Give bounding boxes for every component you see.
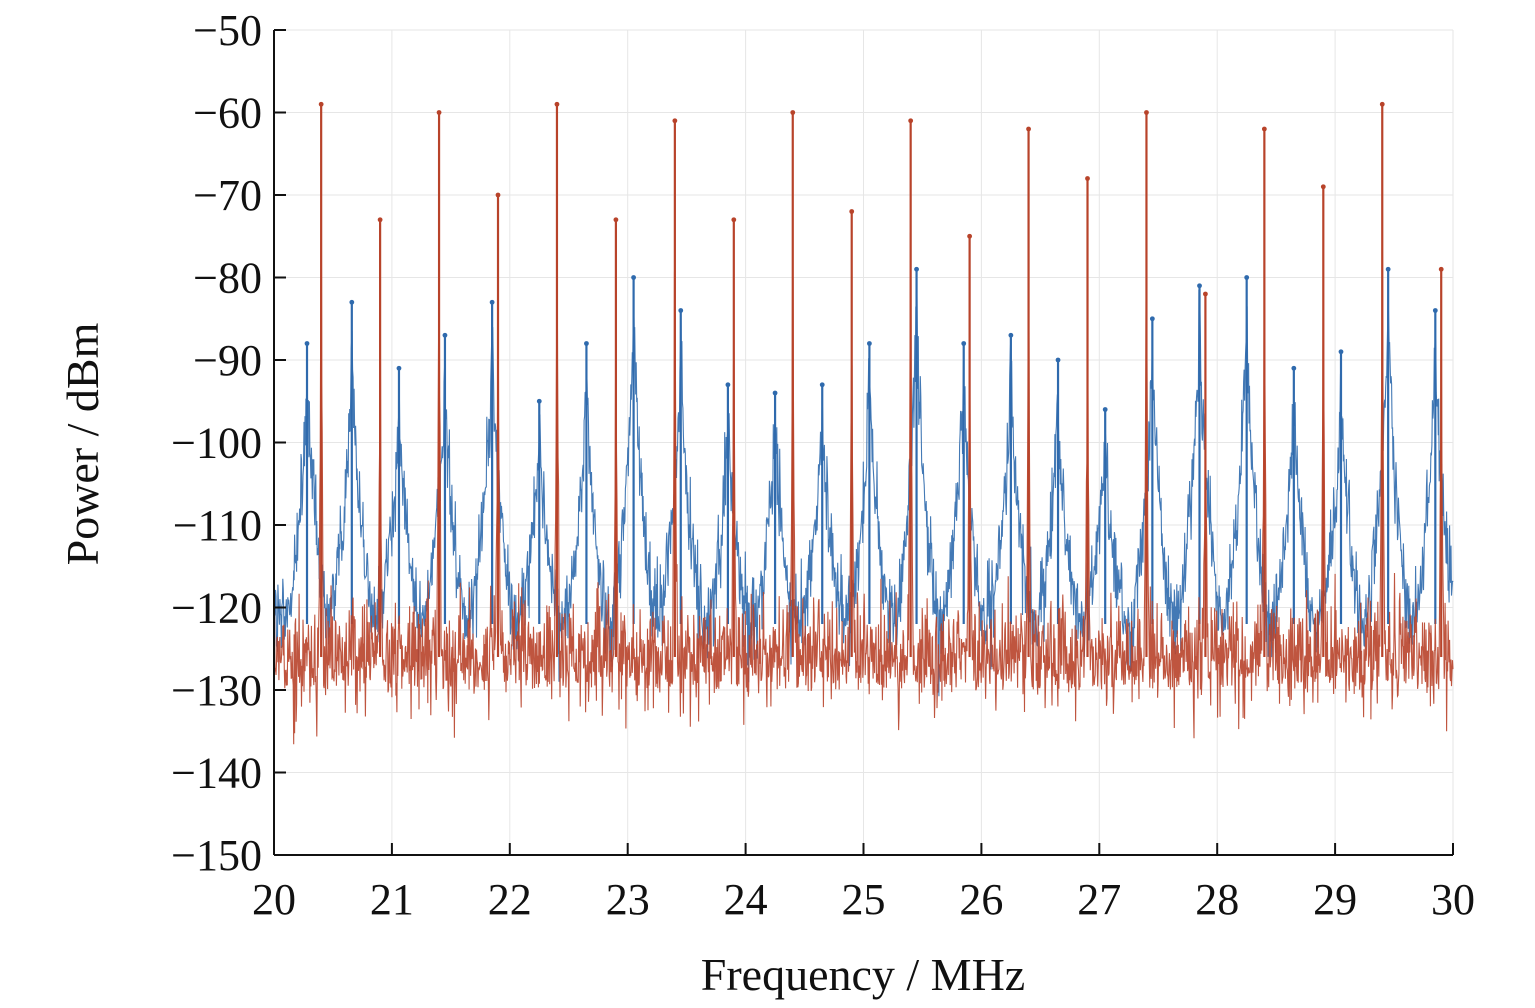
series-1-peak-point-13 xyxy=(1085,176,1090,181)
x-tick-label-9: 29 xyxy=(1313,875,1357,924)
series-0-peak-point-22 xyxy=(1338,349,1344,355)
series-1-peak-point-6 xyxy=(672,118,678,124)
series-0-peak-point-23 xyxy=(1385,266,1391,272)
y-tick-labels: −150 −140 −130 −120 −110 −100 −90 −80 −70 −60 −50 xyxy=(171,6,262,880)
series-0-peak-point-2 xyxy=(396,365,402,371)
x-tick-label-10: 30 xyxy=(1431,875,1475,924)
series-1 xyxy=(273,101,1454,745)
series-1-peak-point-14 xyxy=(1144,110,1149,115)
series-0-peak-point-24 xyxy=(1432,308,1438,313)
series-0-peak-point-14 xyxy=(961,341,967,346)
series-0-peak-point-15 xyxy=(1008,332,1014,338)
series-1-peak-point-15 xyxy=(1203,291,1208,297)
series-1-peak-point-4 xyxy=(554,101,560,107)
y-tick-label-7: −80 xyxy=(193,254,262,303)
y-tick-label-9: −60 xyxy=(193,89,262,138)
series-1-peak-point-2 xyxy=(436,110,442,115)
y-axis-label: Power / dBm xyxy=(57,322,108,565)
series-0-peak-point-8 xyxy=(678,308,684,313)
grid-layer xyxy=(273,29,1454,856)
series-0 xyxy=(273,266,1454,697)
series-1-peak-point-19 xyxy=(1438,266,1444,272)
x-axis-label: Frequency / MHz xyxy=(701,949,1025,1000)
plot-area xyxy=(273,101,1454,745)
x-tick-label-4: 24 xyxy=(724,875,768,924)
series-0-peak-point-20 xyxy=(1244,275,1250,280)
x-tick-label-3: 23 xyxy=(606,875,650,924)
y-tick-label-6: −90 xyxy=(193,336,262,385)
y-tick-label-4: −110 xyxy=(173,501,262,550)
x-tick-label-1: 21 xyxy=(370,875,414,924)
x-tick-label-6: 26 xyxy=(959,875,1003,924)
y-tick-label-3: −120 xyxy=(171,584,262,633)
series-1-peak-point-3 xyxy=(495,192,501,198)
series-1-peak-point-9 xyxy=(849,209,855,214)
series-0-peak-point-6 xyxy=(584,341,589,346)
y-tick-label-1: −140 xyxy=(171,749,262,798)
series-1-peak-point-16 xyxy=(1261,126,1267,132)
series-0-peak-point-9 xyxy=(725,382,731,388)
series-0-peak-point-21 xyxy=(1291,365,1297,371)
series-0-trace xyxy=(273,280,1454,697)
series-1-peak-point-1 xyxy=(377,217,383,223)
y-tick-label-0: −150 xyxy=(171,831,262,880)
y-tick-label-10: −50 xyxy=(193,6,262,55)
series-0-peak-point-12 xyxy=(866,341,872,346)
x-tick-label-7: 27 xyxy=(1077,875,1121,924)
series-0-peak-point-17 xyxy=(1102,407,1108,412)
series-0-peak-point-16 xyxy=(1055,357,1061,363)
x-tick-label-2: 22 xyxy=(488,875,532,924)
x-tick-label-5: 25 xyxy=(842,875,886,924)
x-tick-label-8: 28 xyxy=(1195,875,1239,924)
x-tick-labels: 20 21 22 23 24 25 26 27 28 29 30 xyxy=(252,875,1475,924)
series-0-peak-point-18 xyxy=(1149,316,1155,322)
series-1-peak-point-7 xyxy=(731,217,737,223)
series-1-peak-point-8 xyxy=(790,110,796,115)
series-1-trace xyxy=(273,140,1454,745)
x-tick-label-0: 20 xyxy=(252,875,296,924)
y-tick-label-8: −70 xyxy=(193,171,262,220)
y-tick-label-2: −130 xyxy=(171,666,262,715)
series-0-peak-point-1 xyxy=(349,299,355,305)
y-tick-label-5: −100 xyxy=(171,419,262,468)
series-1-peak-point-5 xyxy=(613,217,619,223)
series-0-peak-point-7 xyxy=(631,275,636,280)
series-1-peak-point-12 xyxy=(1026,126,1031,132)
axes xyxy=(273,29,1454,856)
series-0-peak-point-5 xyxy=(536,398,542,404)
series-1-peak-point-0 xyxy=(318,101,324,107)
series-1-peak-point-18 xyxy=(1379,101,1385,107)
series-0-peak-point-0 xyxy=(304,341,310,346)
series-0-peak-point-13 xyxy=(914,266,919,272)
series-1-peak-point-11 xyxy=(967,233,973,239)
series-1-peak-point-10 xyxy=(908,118,914,124)
series-0-peak-point-10 xyxy=(772,390,778,396)
series-1-peak-point-17 xyxy=(1320,184,1326,190)
series-0-peak-point-4 xyxy=(489,299,495,305)
series-0-peak-point-3 xyxy=(442,332,448,338)
series-0-peak-point-11 xyxy=(819,382,825,388)
series-0-peak-point-19 xyxy=(1197,283,1202,289)
